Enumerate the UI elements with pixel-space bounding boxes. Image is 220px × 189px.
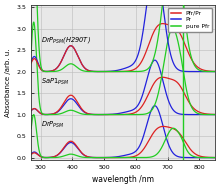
X-axis label: wavelength /nm: wavelength /nm — [92, 175, 154, 184]
Y-axis label: Absorbance /arb. u.: Absorbance /arb. u. — [5, 48, 11, 117]
Text: $DrP_{PSM}$: $DrP_{PSM}$ — [41, 120, 64, 130]
Text: $SaP1_{PSM}$: $SaP1_{PSM}$ — [41, 77, 69, 88]
Text: $DrP_{PSM}$(H290T): $DrP_{PSM}$(H290T) — [41, 35, 91, 45]
Legend: Pfr/Pr, Pr, pure Pfr: Pfr/Pr, Pr, pure Pfr — [168, 8, 212, 32]
